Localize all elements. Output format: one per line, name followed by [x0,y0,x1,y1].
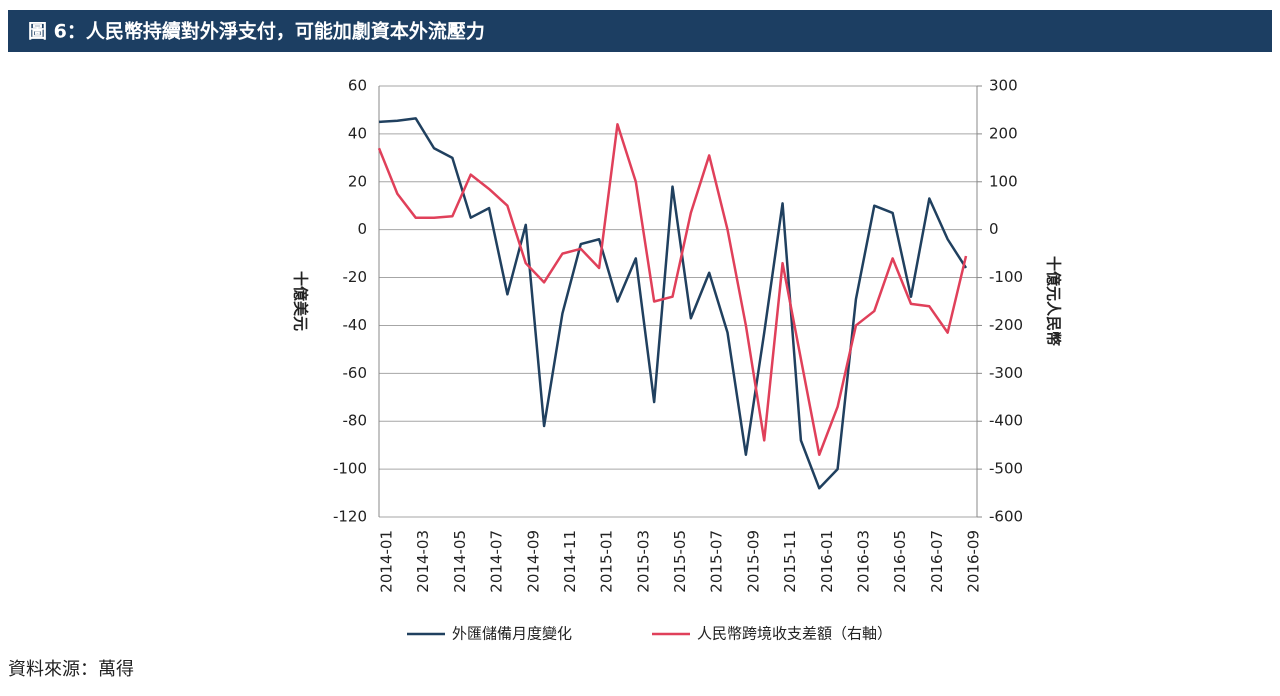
y2-tick-label: 0 [989,220,999,238]
y2-tick-label: -200 [989,316,1023,334]
x-tick-label: 2016-03 [854,530,872,593]
x-tick-label: 2015-07 [708,530,726,593]
y-tick-label: 40 [348,124,367,142]
x-tick-label: 2016-07 [928,530,946,593]
x-tick-label: 2015-03 [634,530,652,593]
y2-tick-label: -500 [989,460,1023,478]
y2-axis-label: 十億元人民幣 [1045,256,1063,346]
x-tick-label: 2016-09 [965,530,983,593]
x-tick-label: 2015-01 [598,530,616,593]
legend-label: 人民幣跨境收支差額（右軸） [697,625,892,643]
x-tick-label: 2014-11 [561,530,579,593]
y2-tick-label: 100 [989,172,1018,190]
y2-tick-label: -100 [989,268,1023,286]
y2-tick-label: -600 [989,508,1023,526]
y-tick-label: -80 [343,412,368,430]
y-tick-label: -120 [333,508,367,526]
y-axis-label: 十億美元 [292,271,310,331]
y-tick-label: 60 [348,77,367,95]
y-tick-label: -60 [343,364,368,382]
series-line [377,123,968,456]
y2-tick-label: -300 [989,364,1023,382]
y-tick-label: -20 [343,268,368,286]
x-tick-label: 2016-05 [891,530,909,593]
x-tick-label: 2015-09 [744,530,762,593]
y-tick-label: 0 [357,220,367,238]
x-tick-label: 2014-05 [451,530,469,593]
y2-tick-label: 200 [989,124,1018,142]
y2-tick-label: 300 [989,77,1018,95]
x-tick-label: 2016-01 [818,530,836,593]
x-tick-label: 2015-11 [781,530,799,593]
legend-label: 外匯儲備月度變化 [452,625,572,643]
source: 資料來源：萬得 [8,659,134,680]
x-tick-label: 2014-03 [414,530,432,593]
y-tick-label: 20 [348,172,367,190]
x-tick-label: 2015-05 [671,530,689,593]
y-tick-label: -100 [333,460,367,478]
x-tick-label: 2014-01 [378,530,396,593]
x-tick-label: 2014-07 [488,530,506,593]
x-tick-label: 2014-09 [524,530,542,593]
series-line [378,117,968,490]
chart-title: 圖 6：人民幣持續對外淨支付，可能加劇資本外流壓力 [28,20,485,43]
y2-tick-label: -400 [989,412,1023,430]
y-tick-label: -40 [343,316,368,334]
title-bar [8,10,1272,52]
